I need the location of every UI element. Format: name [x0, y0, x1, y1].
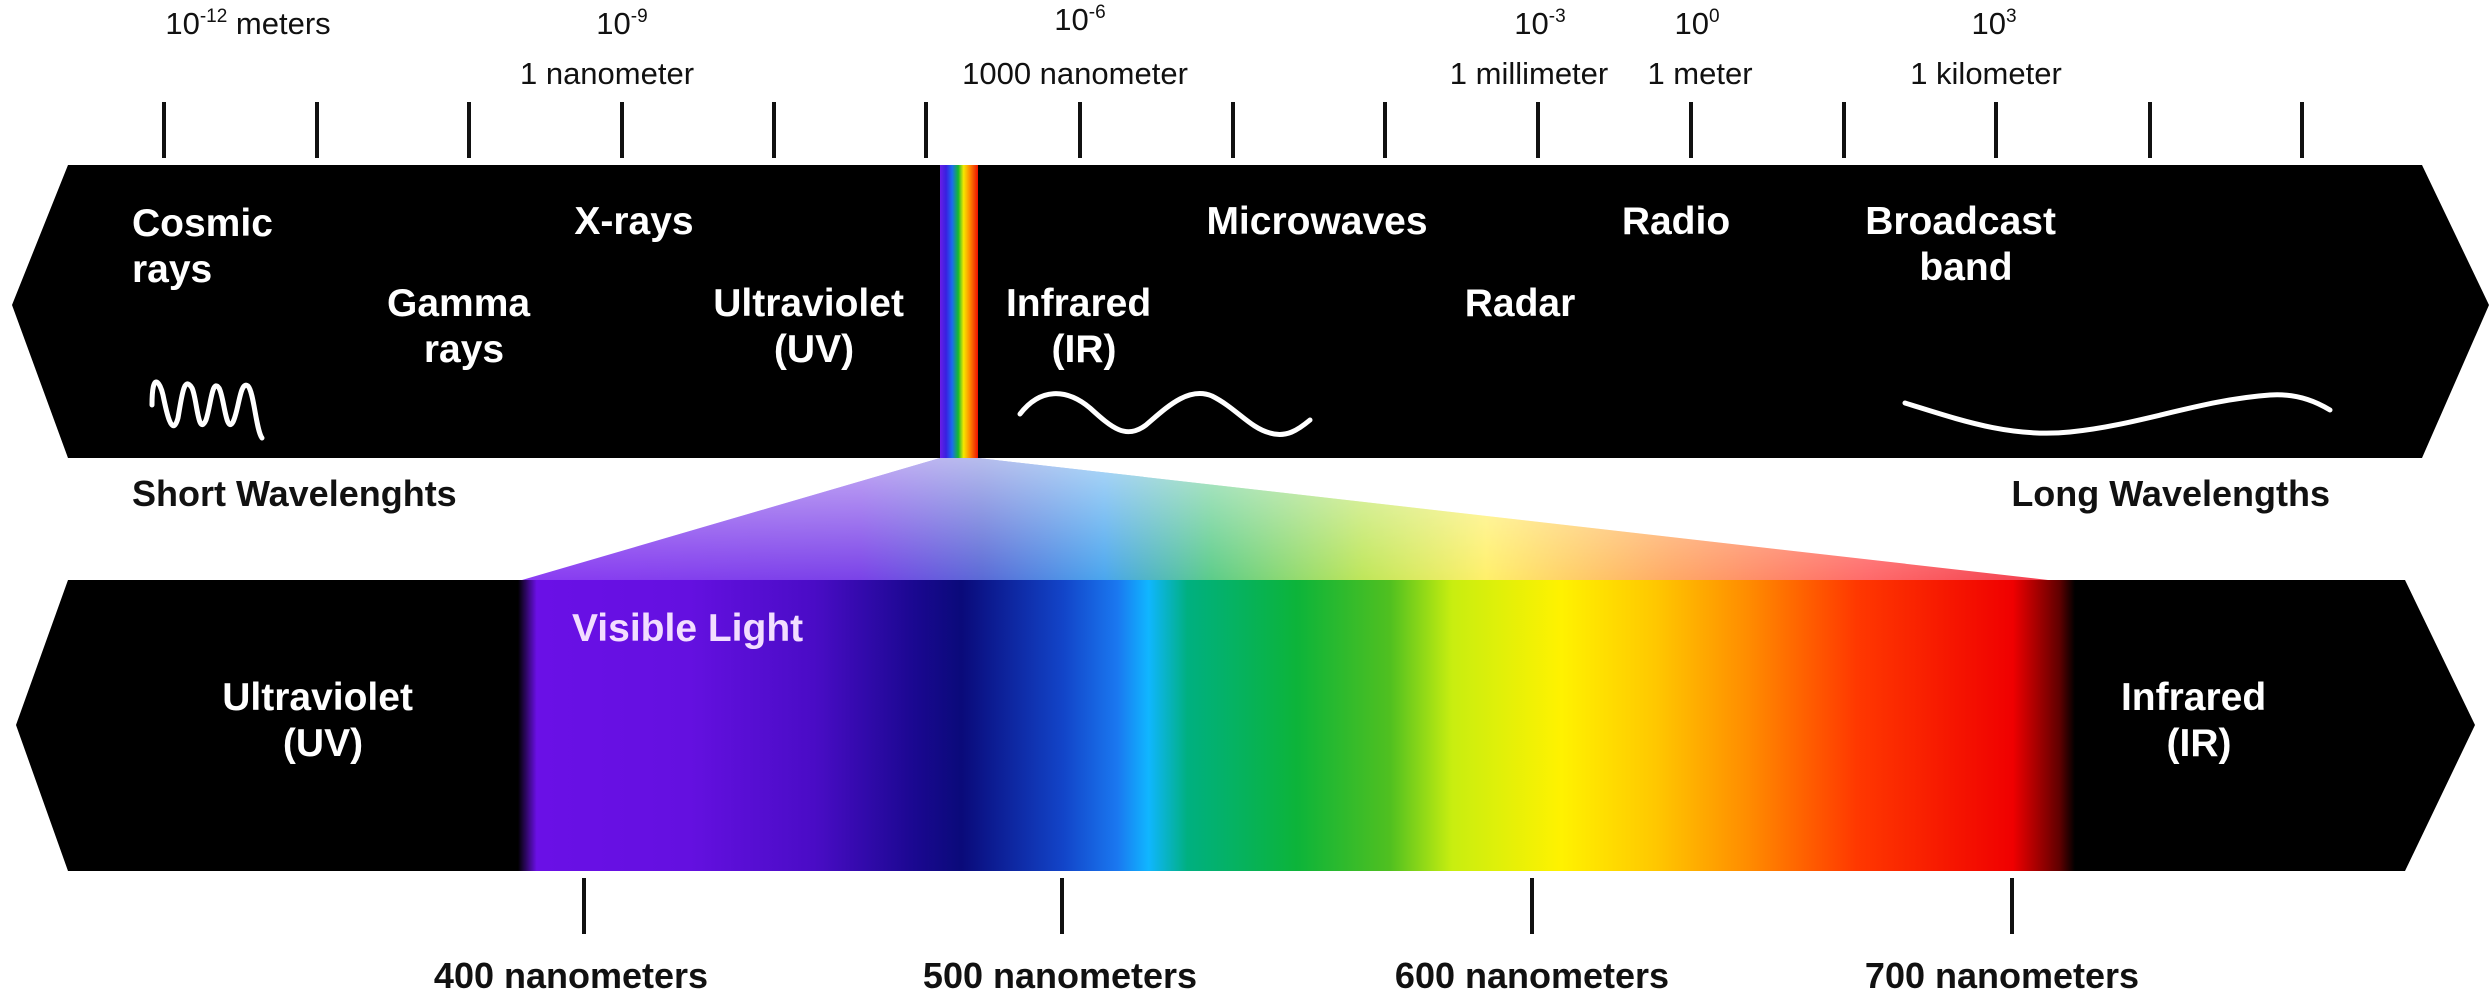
long-wave-icon [1902, 392, 2333, 436]
spectrum-band-labels: Cosmic rays Gamma rays X-rays Ultraviole… [132, 200, 2067, 371]
visible-light-strip [940, 165, 978, 458]
band-label-ultraviolet: Ultraviolet (UV) [713, 282, 915, 371]
scale-unit-label: 1 nanometer [520, 56, 694, 91]
band-label-radio: Radio [1622, 200, 1730, 243]
scale-unit-label: 1 meter [1647, 56, 1752, 91]
scale-unit-label: 1000 nanometer [962, 56, 1188, 91]
band-label-infrared: Infrared (IR) [1006, 282, 1162, 371]
scale-power-labels: 10-12 meters 10-9 10-6 10-3 100 103 [165, 2, 2016, 41]
scale-unit-label: 1 kilometer [1910, 56, 2062, 91]
band-label-radar: Radar [1465, 282, 1576, 325]
visible-spectrum-gradient [518, 580, 2075, 871]
scale-power-label: 10-9 [596, 6, 647, 41]
nm-label-500: 500 nanometers [923, 955, 1197, 994]
medium-wave-icon [1017, 391, 1313, 437]
nm-label-600: 600 nanometers [1395, 955, 1669, 994]
scale-ticks [162, 102, 2304, 158]
scale-power-label: 10-3 [1514, 6, 1565, 41]
band-label-gamma-rays: Gamma rays [387, 282, 541, 371]
band-label-broadcast-band: Broadcast band [1865, 200, 2067, 289]
nanometer-ticks [582, 878, 2014, 934]
scale-unit-labels: 1 nanometer 1000 nanometer 1 millimeter … [520, 56, 2062, 91]
short-wave-icon [149, 379, 265, 441]
band-label-cosmic-rays: Cosmic rays [132, 202, 284, 291]
band-label-microwaves: Microwaves [1206, 200, 1427, 243]
band-label-x-rays: X-rays [574, 200, 693, 243]
visible-light-fan [522, 458, 2048, 580]
scale-power-label: 100 [1674, 6, 1719, 41]
nanometer-labels: 400 nanometers 500 nanometers 600 nanome… [434, 955, 2139, 994]
scale-power-label: 10-12 meters [165, 6, 330, 41]
visible-light-title: Visible Light [572, 607, 803, 650]
spectrum-band [12, 165, 2489, 458]
short-wavelengths-label: Short Wavelenghts [132, 473, 457, 514]
scale-unit-label: 1 millimeter [1450, 56, 1608, 91]
visible-band-ultraviolet-label: Ultraviolet (UV) [222, 676, 424, 765]
visible-band-infrared-label: Infrared (IR) [2121, 676, 2277, 765]
scale-power-label: 10-6 [1054, 2, 1105, 37]
nm-label-700: 700 nanometers [1865, 955, 2139, 994]
scale-power-label: 103 [1971, 6, 2016, 41]
long-wavelengths-label: Long Wavelengths [2011, 473, 2330, 514]
nm-label-400: 400 nanometers [434, 955, 708, 994]
